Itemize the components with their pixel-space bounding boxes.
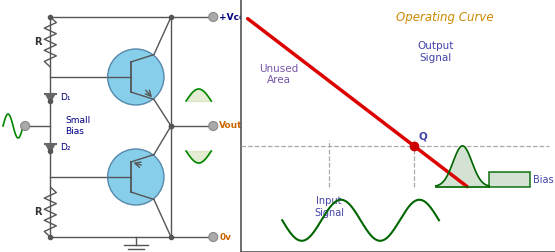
Circle shape bbox=[21, 121, 29, 131]
Circle shape bbox=[209, 13, 218, 21]
Text: +Vcc: +Vcc bbox=[219, 13, 245, 21]
Circle shape bbox=[108, 149, 164, 205]
Polygon shape bbox=[46, 94, 55, 103]
Text: Unused
Area: Unused Area bbox=[259, 64, 299, 85]
Text: R: R bbox=[34, 37, 42, 47]
Text: Q: Q bbox=[418, 131, 427, 141]
Text: Bias: Bias bbox=[533, 175, 554, 184]
Text: D₂: D₂ bbox=[60, 143, 71, 152]
Text: Operating Curve: Operating Curve bbox=[396, 11, 494, 24]
Bar bbox=[489, 172, 530, 187]
Text: Small
Bias: Small Bias bbox=[65, 116, 90, 136]
Text: Input
Signal: Input Signal bbox=[314, 196, 344, 217]
Circle shape bbox=[209, 121, 218, 131]
Text: D₁: D₁ bbox=[60, 93, 71, 103]
Text: 0v: 0v bbox=[219, 233, 231, 241]
Circle shape bbox=[108, 49, 164, 105]
Circle shape bbox=[209, 233, 218, 241]
Text: R: R bbox=[34, 207, 42, 217]
Polygon shape bbox=[46, 144, 55, 152]
Text: Vout: Vout bbox=[219, 121, 243, 131]
Text: Output
Signal: Output Signal bbox=[418, 42, 454, 63]
